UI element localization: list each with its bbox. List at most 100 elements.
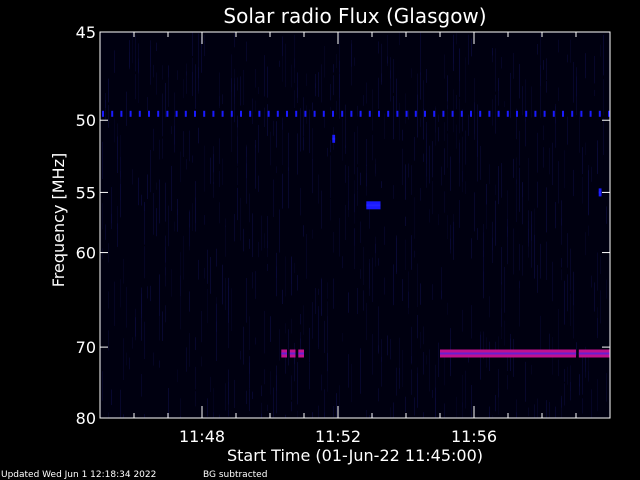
noise-streak	[465, 181, 466, 195]
noise-streak	[423, 412, 424, 418]
noise-streak	[468, 34, 469, 65]
noise-streak	[246, 277, 247, 323]
noise-streak	[492, 99, 493, 126]
noise-streak	[540, 315, 541, 351]
noise-streak	[573, 271, 574, 306]
noise-streak	[426, 68, 427, 83]
noise-streak	[432, 141, 433, 178]
noise-streak	[336, 393, 337, 418]
noise-streak	[204, 145, 205, 192]
noise-streak	[432, 389, 433, 398]
y-tick-label: 80	[76, 409, 96, 428]
noise-streak	[438, 114, 439, 122]
noise-streak	[429, 349, 430, 392]
noise-streak	[558, 359, 559, 377]
noise-streak	[408, 271, 409, 315]
noise-streak	[360, 172, 361, 186]
noise-streak	[423, 326, 424, 345]
noise-streak	[231, 78, 232, 118]
noise-streak	[132, 169, 133, 185]
noise-streak	[408, 110, 409, 120]
noise-streak	[165, 182, 166, 222]
noise-streak	[180, 398, 181, 418]
noise-streak	[267, 66, 268, 98]
noise-streak	[249, 316, 250, 350]
noise-streak	[333, 75, 334, 96]
noise-streak	[588, 225, 589, 236]
rfi-dot	[405, 110, 408, 117]
noise-streak	[462, 374, 463, 408]
noise-streak	[426, 153, 427, 188]
noise-streak	[318, 174, 319, 204]
noise-streak	[417, 73, 418, 115]
noise-streak	[312, 102, 313, 111]
noise-streak	[279, 329, 280, 361]
noise-streak	[594, 282, 595, 312]
noise-streak	[303, 139, 304, 147]
noise-streak	[285, 43, 286, 88]
noise-streak	[258, 87, 259, 95]
noise-streak	[114, 118, 115, 143]
noise-streak	[468, 354, 469, 363]
noise-streak	[264, 369, 265, 385]
rfi-dot	[608, 110, 610, 117]
noise-streak	[477, 111, 478, 157]
noise-streak	[294, 90, 295, 109]
noise-streak	[507, 219, 508, 237]
noise-streak	[222, 94, 223, 105]
noise-streak	[525, 79, 526, 122]
noise-streak	[468, 114, 469, 136]
noise-streak	[192, 155, 193, 163]
noise-streak	[507, 375, 508, 390]
noise-streak	[240, 76, 241, 106]
noise-streak	[159, 274, 160, 316]
noise-streak	[282, 122, 283, 166]
noise-streak	[567, 54, 568, 63]
noise-streak	[330, 140, 331, 153]
noise-streak	[120, 134, 121, 180]
noise-streak	[549, 147, 550, 175]
noise-streak	[357, 167, 358, 191]
noise-streak	[498, 336, 499, 351]
noise-streak	[180, 252, 181, 295]
noise-streak	[183, 131, 184, 157]
noise-streak	[591, 275, 592, 288]
noise-streak	[381, 181, 382, 188]
rfi-dot	[313, 110, 316, 117]
noise-streak	[204, 34, 205, 42]
noise-streak	[108, 105, 109, 128]
noise-streak	[558, 161, 559, 204]
noise-streak	[432, 284, 433, 300]
noise-streak	[567, 366, 568, 385]
noise-streak	[333, 64, 334, 73]
noise-streak	[381, 356, 382, 387]
noise-streak	[459, 200, 460, 228]
x-tick-label: 11:48	[179, 427, 225, 446]
noise-streak	[417, 94, 418, 138]
noise-streak	[378, 345, 379, 354]
noise-streak	[579, 111, 580, 153]
noise-streak	[306, 73, 307, 86]
noise-streak	[384, 226, 385, 245]
noise-streak	[348, 354, 349, 388]
noise-streak	[462, 402, 463, 418]
noise-streak	[432, 180, 433, 215]
noise-streak	[513, 338, 514, 377]
noise-streak	[330, 155, 331, 199]
noise-streak	[558, 87, 559, 102]
noise-streak	[459, 139, 460, 163]
noise-streak	[585, 232, 586, 256]
noise-streak	[153, 193, 154, 235]
noise-streak	[378, 77, 379, 110]
noise-streak	[195, 64, 196, 109]
noise-streak	[237, 187, 238, 221]
noise-streak	[318, 72, 319, 97]
noise-streak	[312, 159, 313, 194]
noise-streak	[252, 213, 253, 258]
noise-streak	[414, 250, 415, 258]
noise-streak	[582, 147, 583, 175]
noise-streak	[204, 267, 205, 279]
noise-streak	[186, 71, 187, 94]
noise-streak	[573, 61, 574, 103]
noise-streak	[315, 288, 316, 315]
